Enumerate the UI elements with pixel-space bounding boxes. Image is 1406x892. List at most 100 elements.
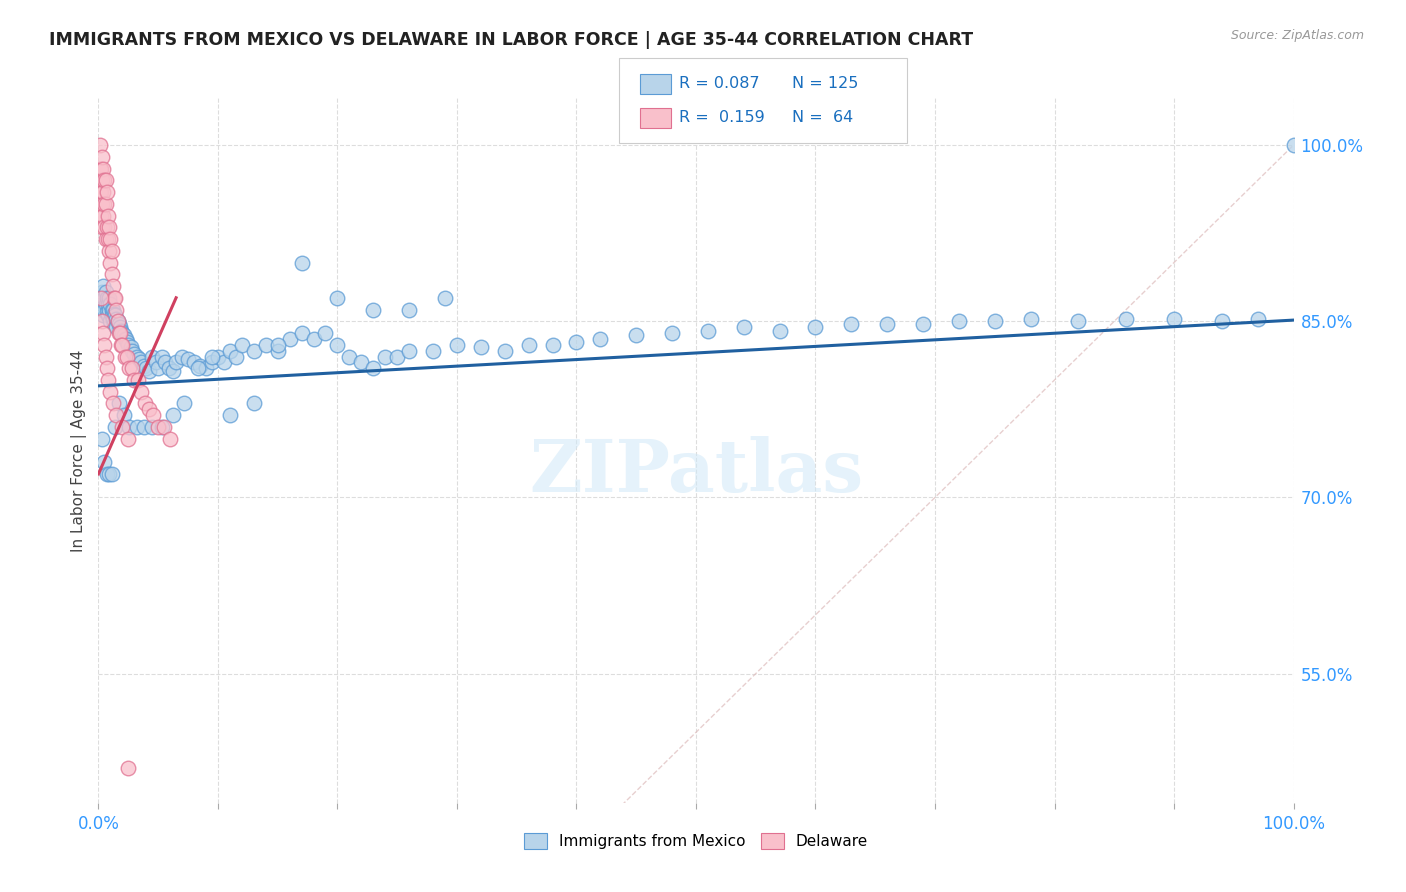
Point (94, 350, 117, 364)
Point (98, 467, 121, 481)
Point (97, 309, 120, 323)
Point (142, 409, 165, 423)
Point (91, 209, 114, 223)
Text: Source: ZipAtlas.com: Source: ZipAtlas.com (1230, 29, 1364, 42)
Point (108, 320, 131, 334)
Point (91, 285, 114, 299)
Point (97, 373, 120, 387)
Point (212, 355, 235, 369)
Point (91, 197, 114, 211)
Point (96, 467, 118, 481)
Point (117, 338, 139, 352)
Point (108, 326, 131, 340)
Point (118, 420, 141, 434)
Point (107, 326, 129, 340)
Point (115, 332, 138, 346)
Point (131, 355, 153, 369)
Point (100, 244, 122, 258)
Point (97, 296, 120, 310)
Point (173, 396, 195, 410)
Point (98, 220, 121, 235)
Y-axis label: In Labor Force | Age 35-44: In Labor Force | Age 35-44 (72, 350, 87, 551)
Point (1211, 314, 1233, 328)
Point (96, 305, 118, 319)
Text: ZIPatlas: ZIPatlas (529, 436, 863, 507)
Point (104, 309, 127, 323)
Point (101, 302, 124, 317)
Point (153, 420, 176, 434)
Point (157, 361, 180, 376)
Point (243, 396, 266, 410)
Point (1019, 312, 1042, 326)
Legend: Immigrants from Mexico, Delaware: Immigrants from Mexico, Delaware (517, 827, 875, 855)
Point (111, 338, 134, 352)
Point (398, 302, 420, 317)
Point (114, 350, 136, 364)
Point (91, 432, 114, 446)
Point (93, 291, 115, 305)
Point (120, 340, 142, 354)
Point (105, 312, 128, 326)
Point (112, 409, 135, 423)
Point (134, 396, 156, 410)
Point (1115, 312, 1137, 326)
Point (98, 314, 122, 328)
Point (118, 361, 141, 376)
Point (98, 384, 122, 399)
Text: N =  64: N = 64 (792, 111, 853, 125)
Point (96, 361, 118, 376)
Point (911, 317, 934, 331)
Point (110, 324, 132, 338)
Point (91, 309, 114, 323)
Point (148, 420, 170, 434)
Text: R =  0.159: R = 0.159 (679, 111, 765, 125)
Point (98, 244, 121, 258)
Point (225, 350, 247, 364)
Point (188, 359, 211, 373)
Point (101, 396, 124, 410)
Point (107, 396, 129, 410)
Point (117, 760, 139, 774)
Point (291, 255, 314, 269)
Point (302, 332, 325, 346)
Point (114, 332, 136, 346)
Point (90, 209, 112, 223)
Point (162, 363, 184, 377)
Point (315, 326, 337, 340)
Point (183, 355, 205, 369)
Point (105, 320, 128, 334)
Point (91, 173, 114, 187)
Point (254, 338, 277, 352)
Point (948, 314, 970, 328)
Text: R = 0.087: R = 0.087 (679, 77, 759, 91)
Point (363, 302, 385, 317)
Point (339, 350, 361, 364)
Point (517, 338, 540, 352)
Point (1282, 138, 1305, 153)
Point (107, 314, 129, 328)
Point (326, 338, 349, 352)
Point (207, 350, 229, 364)
Point (115, 350, 138, 364)
Point (267, 338, 290, 352)
Point (155, 355, 177, 369)
Point (98, 296, 122, 310)
Point (112, 328, 135, 343)
Point (107, 314, 129, 328)
Point (97, 232, 120, 246)
Point (434, 291, 457, 305)
Point (93, 173, 115, 187)
Point (97, 209, 120, 223)
Point (541, 338, 564, 352)
Point (201, 350, 224, 364)
Point (148, 361, 170, 376)
Point (446, 338, 468, 352)
Point (733, 320, 755, 334)
Point (141, 350, 163, 364)
Point (470, 340, 492, 354)
Point (91, 302, 114, 317)
Point (132, 359, 155, 373)
Point (101, 312, 124, 326)
Point (91, 314, 114, 328)
Point (100, 309, 122, 323)
